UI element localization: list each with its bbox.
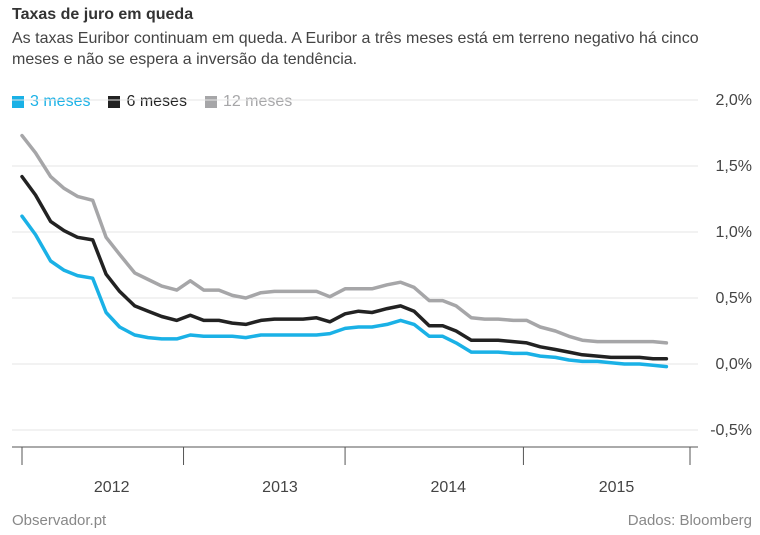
legend-swatch-12-meses [204,96,217,108]
legend-swatch-6-meses [108,96,121,108]
x-tick-label: 2013 [262,479,298,496]
y-tick-label: 1,0% [716,224,752,241]
legend-label-12-meses: 12 meses [222,93,293,110]
series-line-3-meses [20,214,669,369]
y-tick-label: 0,0% [716,356,752,373]
series-line-12-meses [20,133,669,345]
x-tick-label: 2015 [599,479,635,496]
source-credit: Observador.pt [12,512,107,529]
chart-subtitle: As taxas Euribor continuam em queda. A E… [12,30,699,68]
legend-item-6-meses: 6 meses [108,93,187,111]
legend: 3 meses 6 meses 12 meses [12,93,292,111]
y-tick-label: 0,5% [716,290,752,307]
legend-label-3-meses: 3 meses [30,93,91,110]
legend-item-12-meses: 12 meses [204,93,293,111]
y-tick-label: 2,0% [716,92,752,109]
series-line-6-meses [20,174,669,361]
y-tick-label: -0,5% [710,422,752,439]
x-tick-label: 2012 [94,479,130,496]
legend-label-6-meses: 6 meses [126,93,187,110]
data-source: Dados: Bloomberg [627,512,752,529]
x-tick-label: 2014 [430,479,466,496]
chart-title: Taxas de juro em queda [12,6,194,23]
y-tick-label: 1,5% [716,158,752,175]
legend-item-3-meses: 3 meses [12,93,90,111]
legend-swatch-3-meses [12,96,24,108]
